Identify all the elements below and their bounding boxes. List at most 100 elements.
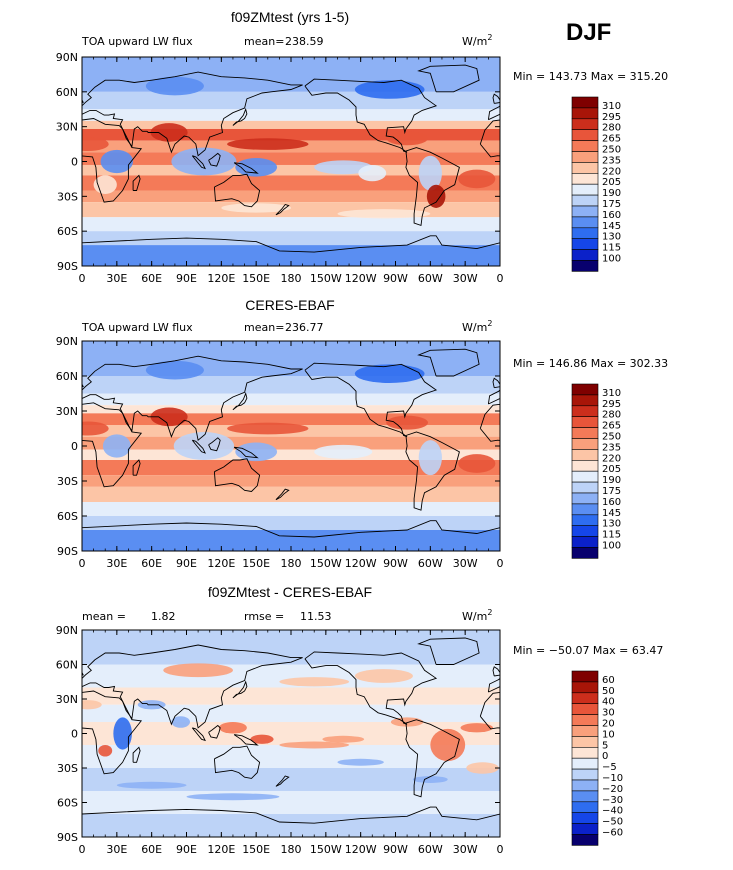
sumatra-outline — [191, 155, 206, 170]
lat-tick-label: 60N — [56, 659, 78, 672]
greenland-outline — [417, 348, 480, 377]
contour-region — [98, 745, 113, 757]
contour-region — [430, 728, 466, 762]
colorbar-level-label: −40 — [602, 806, 623, 817]
australia-outline — [632, 459, 677, 492]
colorbar-level-label: 40 — [602, 697, 615, 708]
colorbar-level-label: 115 — [602, 530, 621, 541]
colorbar-swatch — [571, 746, 599, 759]
lon-tick-label: 120E — [207, 557, 235, 570]
lon-tick-label: 60W — [418, 557, 443, 570]
contour-band — [82, 120, 500, 129]
antarctica-outline — [82, 520, 500, 538]
contour-region — [82, 700, 102, 710]
colorbar-level-label: −10 — [602, 773, 623, 784]
colorbar-swatch — [571, 459, 599, 472]
japan-outline — [651, 394, 665, 410]
contour-region — [322, 735, 365, 743]
colorbar-level-label: 60 — [602, 675, 615, 686]
north-america-outline — [304, 362, 438, 438]
africa-outline — [82, 118, 143, 203]
new-guinea-outline — [233, 162, 259, 174]
lon-tick-label: 0 — [79, 272, 86, 285]
lon-tick-label: 90E — [176, 272, 197, 285]
japan-outline — [232, 392, 248, 411]
colorbar-level-label: 10 — [602, 729, 615, 740]
lat-tick-label: 90S — [57, 831, 78, 844]
colorbar-level-label: 175 — [602, 486, 621, 497]
colorbar-level-label: 145 — [602, 508, 621, 519]
greenland-outline — [417, 637, 480, 665]
map-observations — [82, 341, 677, 551]
british-isles-outline — [82, 671, 84, 676]
colorbar-swatch — [571, 525, 599, 537]
new-guinea-outline — [652, 447, 675, 458]
variable-label: TOA upward LW flux — [81, 321, 193, 334]
lat-tick-label: 90N — [56, 624, 78, 637]
colorbar-swatch — [571, 714, 599, 726]
australia-outline — [632, 174, 677, 207]
contour-region — [337, 209, 431, 219]
colorbar-legend: 3102952802652502352202051901751601451301… — [571, 96, 621, 272]
contour-band — [82, 460, 500, 476]
contour-region — [150, 407, 188, 427]
lat-tick-label: 30S — [57, 475, 78, 488]
lon-tick-label: 30E — [106, 272, 127, 285]
panel-difference: f09ZMtest - CERES-EBAF mean = 1.82 rmse … — [56, 584, 664, 856]
colorbar-level-label: 160 — [602, 497, 621, 508]
british-isles-outline — [82, 383, 84, 388]
contour-band — [82, 722, 500, 745]
lon-tick-label: 60W — [418, 843, 443, 856]
greenland-outline — [417, 64, 480, 93]
colorbar-swatch — [571, 779, 599, 792]
lon-tick-label: 0 — [79, 843, 86, 856]
lat-tick-label: 30N — [56, 693, 78, 706]
colorbar-level-label: 190 — [602, 188, 621, 199]
lon-tick-label: 30W — [453, 843, 478, 856]
colorbar-swatch — [571, 703, 599, 715]
colorbar-level-label: 235 — [602, 155, 621, 166]
contour-region — [186, 793, 280, 801]
colorbar-swatch — [571, 129, 599, 141]
contour-region — [100, 149, 134, 174]
contour-band — [82, 376, 500, 394]
contour-region — [82, 137, 109, 152]
japan-outline — [232, 680, 248, 699]
colorbar-legend: 3102952802652502352202051901751601451301… — [571, 383, 621, 559]
lon-tick-label: 120E — [207, 272, 235, 285]
colorbar-swatch — [571, 790, 599, 803]
madagascar-outline — [132, 746, 141, 763]
colorbar-swatch — [571, 416, 599, 428]
colorbar-level-label: 310 — [602, 388, 621, 399]
colorbar-swatch — [571, 757, 599, 770]
colorbar-level-label: −20 — [602, 784, 623, 795]
min-max-label: Min = −50.07 Max = 63.47 — [513, 644, 663, 657]
colorbar-level-label: −60 — [602, 828, 623, 839]
lon-tick-label: 60E — [141, 843, 162, 856]
south-america-outline — [405, 431, 460, 511]
variable-label: TOA upward LW flux — [81, 35, 193, 48]
colorbar-level-label: 220 — [602, 166, 621, 177]
contour-band — [82, 630, 500, 665]
colorbar-swatch — [571, 107, 599, 120]
colorbar-swatch — [571, 162, 599, 174]
colorbar-swatch — [571, 492, 599, 505]
colorbar-swatch — [571, 427, 599, 439]
colorbar-level-label: 30 — [602, 708, 615, 719]
madagascar-outline — [551, 747, 558, 762]
contour-region — [171, 147, 237, 176]
colorbar-swatch — [571, 238, 599, 250]
units-label: W/m2 — [462, 33, 492, 48]
units-label: W/m2 — [462, 319, 492, 334]
contour-band — [82, 814, 500, 837]
new-zealand-outline — [275, 775, 290, 787]
eurasia-outline — [82, 71, 303, 157]
lon-tick-label: 120E — [207, 843, 235, 856]
lon-tick-label: 180 — [281, 843, 302, 856]
lat-tick-label: 90S — [57, 545, 78, 558]
british-isles-outline — [82, 99, 84, 103]
contour-region — [412, 776, 448, 783]
contour-region — [458, 169, 496, 189]
